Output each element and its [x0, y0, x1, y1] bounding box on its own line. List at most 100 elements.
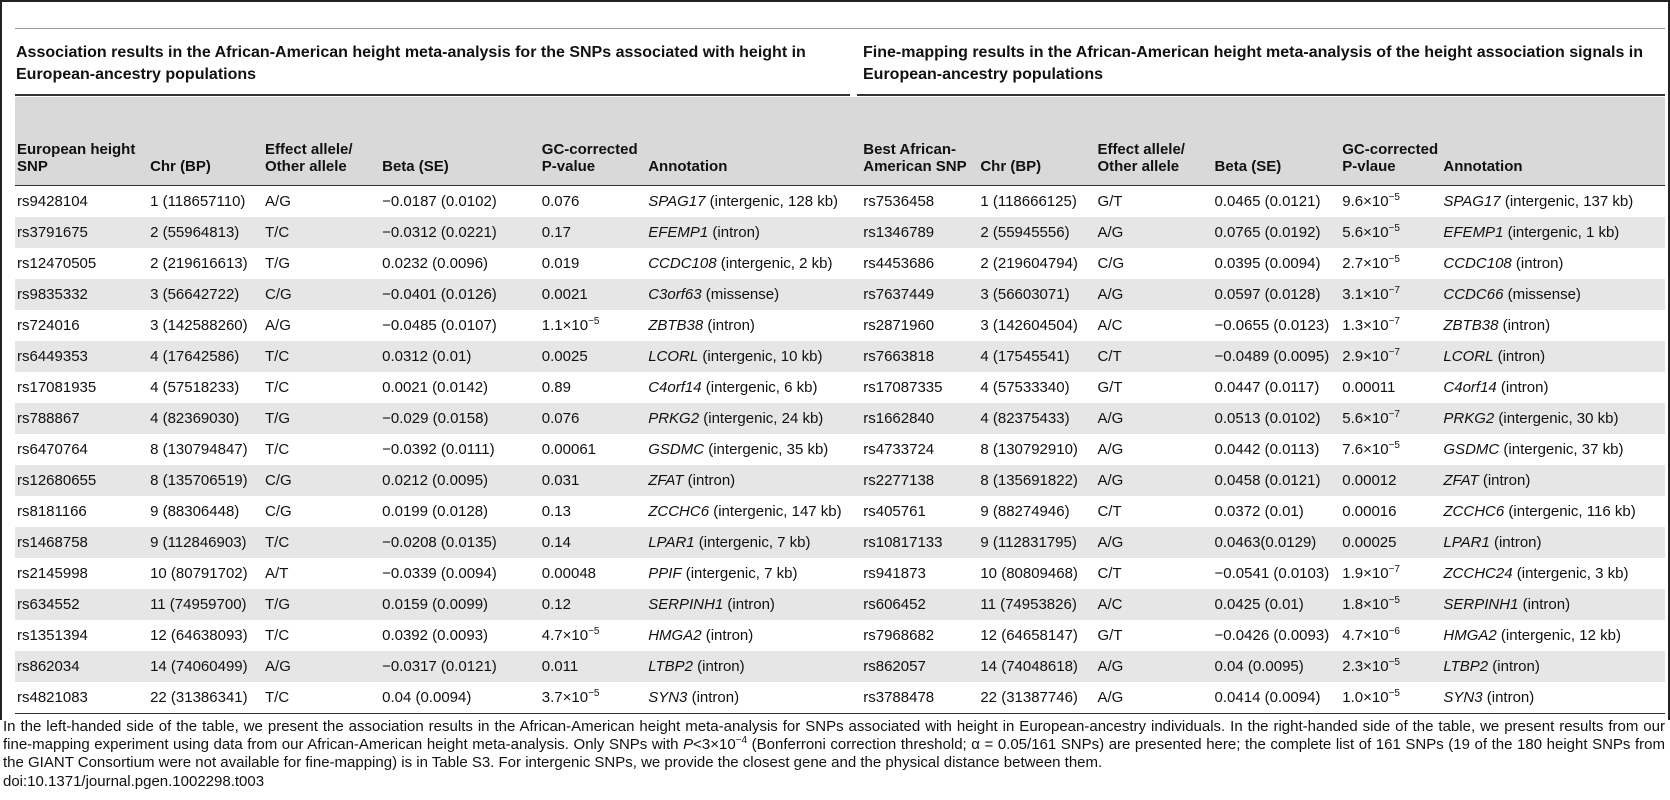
right-beta-cell: 0.0513 (0.0102): [1212, 403, 1341, 434]
pvalue-mantissa: 4.7×10: [1342, 627, 1389, 644]
left-header-3: Beta (SE): [380, 97, 540, 186]
right-beta-cell: 0.0765 (0.0192): [1212, 217, 1341, 248]
pvalue-mantissa: 1.9×10: [1342, 565, 1389, 582]
right-pvalue-cell: 4.7×10−6: [1340, 620, 1441, 651]
pvalue-mantissa: 0.17: [541, 224, 571, 241]
right-annotation-cell: CCDC66 (missense): [1441, 279, 1665, 310]
left-pvalue-cell: 0.17: [539, 217, 647, 248]
right-pvalue-cell: 3.1×10−7: [1340, 279, 1442, 310]
right-header-2: Effect allele/ Other allele: [1095, 97, 1213, 186]
pvalue-mantissa: 0.00011: [1342, 379, 1396, 396]
right-beta-cell: −0.0489 (0.0095): [1212, 341, 1341, 372]
left-snp-cell: rs2145998: [17, 565, 88, 582]
doi-link[interactable]: doi:10.1371/journal.pgen.1002298.t003: [3, 773, 265, 790]
left-beta-cell: −0.0485 (0.0107): [382, 317, 497, 334]
gene-name: C4orf14: [1443, 379, 1497, 396]
gene-name: C3orf63: [648, 286, 702, 303]
right-beta-cell: 0.0465 (0.0121): [1214, 193, 1321, 210]
right-header-3: Beta (SE): [1212, 97, 1341, 186]
left-annotation-cell: ZFAT (intron): [646, 465, 862, 496]
left-annotation-cell: CCDC108 (intergenic, 2 kb): [646, 248, 861, 279]
right-annotation-cell: ZCCHC24 (intergenic, 3 kb): [1441, 558, 1665, 589]
table-row: rs9835332 3 (56642722) C/G −0.0401 (0.0126)…: [15, 279, 1665, 310]
left-snp-cell: rs9835332: [15, 279, 149, 310]
left-annotation-cell: ZCCHC6 (intergenic, 147 kb): [646, 496, 861, 527]
table-row: rs4821083 22 (31386341) T/C 0.04 (0.0094) 3.…: [15, 682, 1665, 714]
right-chr-cell: 3 (56603071): [978, 279, 1096, 310]
gene-name: CCDC108: [648, 255, 717, 272]
right-snp-cell: rs4733724: [863, 441, 935, 458]
footnote-text-3: (Bonferroni correction threshold; α = 0.…: [3, 736, 1665, 771]
right-chr-cell: 22 (31387746): [978, 682, 1096, 714]
left-annotation-cell: GSDMC (intergenic, 35 kb): [646, 434, 861, 465]
pvalue-mantissa: 1.8×10: [1342, 596, 1389, 613]
right-pvalue-cell: 1.8×10−5: [1340, 589, 1442, 620]
annotation-detail: (intron): [723, 596, 775, 613]
left-header-0: European height SNP: [15, 97, 149, 186]
pvalue-mantissa: 0.019: [541, 255, 580, 272]
left-chr-cell: 1 (118657110): [150, 193, 246, 210]
annotation-detail: (intergenic, 6 kb): [701, 379, 818, 396]
gene-name: LCORL: [1443, 348, 1494, 365]
right-annotation-cell: HMGA2 (intergenic, 12 kb): [1441, 620, 1665, 651]
left-beta-cell: 0.0159 (0.0099): [380, 589, 540, 620]
left-snp-cell: rs8181166: [17, 503, 87, 520]
gene-name: C4orf14: [648, 379, 702, 396]
annotation-detail: (intron): [1488, 658, 1540, 675]
pvalue-mantissa: 2.3×10: [1342, 658, 1389, 675]
table-row: rs6449353 4 (17642586) T/C 0.0312 (0.01) 0.0…: [15, 341, 1665, 372]
left-snp-cell: rs862034: [15, 651, 149, 682]
right-annotation-cell: SPAG17 (intergenic, 137 kb): [1441, 186, 1665, 218]
right-beta-cell: −0.0655 (0.0123): [1214, 317, 1330, 334]
right-allele-cell: A/G: [1097, 441, 1124, 458]
left-beta-cell: −0.0312 (0.0221): [380, 217, 540, 248]
annotation-detail: (intergenic, 10 kb): [698, 348, 823, 365]
table-row: rs724016 3 (142588260) A/G −0.0485 (0.0107)…: [15, 310, 1665, 341]
left-beta-cell: 0.0212 (0.0095): [380, 465, 540, 496]
right-beta-cell: 0.0414 (0.0094): [1212, 682, 1341, 714]
left-annotation-cell: EFEMP1 (intron): [646, 217, 862, 248]
pvalue-exponent: −5: [588, 688, 600, 699]
left-snp-cell: rs4821083: [15, 682, 149, 714]
right-snp-cell: rs3788478: [861, 682, 979, 714]
left-beta-cell: 0.0232 (0.0096): [382, 255, 489, 272]
right-beta-cell: 0.0442 (0.0113): [1214, 441, 1320, 458]
right-allele-cell: A/G: [1095, 465, 1213, 496]
right-snp-cell: rs7968682: [863, 627, 935, 644]
annotation-detail: (intron): [692, 658, 745, 675]
gene-name: ZBTB38: [1443, 317, 1499, 334]
left-pvalue-cell: 0.076: [540, 186, 646, 218]
left-beta-cell: 0.04 (0.0094): [380, 682, 540, 714]
right-snp-cell: rs7536458: [863, 193, 935, 210]
left-header-2: Effect allele/ Other allele: [263, 97, 381, 186]
annotation-detail: (intergenic, 12 kb): [1496, 627, 1621, 644]
gene-name: ZFAT: [1443, 472, 1479, 489]
left-allele-cell: A/G: [265, 193, 291, 210]
left-header-1: Chr (BP): [148, 97, 264, 186]
annotation-detail: (intron): [1489, 534, 1542, 551]
right-pvalue-cell: 2.7×10−5: [1340, 248, 1441, 279]
right-pvalue-cell: 0.00011: [1340, 372, 1441, 403]
annotation-detail: (intergenic, 30 kb): [1494, 410, 1619, 427]
right-snp-cell: rs7637449: [861, 279, 979, 310]
right-allele-cell: A/C: [1095, 589, 1213, 620]
footnote-text-2: <3×10: [693, 736, 736, 753]
right-allele-cell: G/T: [1097, 379, 1123, 396]
right-chr-cell: 11 (74953826): [978, 589, 1096, 620]
left-chr-cell: 8 (130794847): [150, 441, 248, 458]
annotation-detail: (intron): [708, 224, 760, 241]
left-chr-cell: 9 (88306448): [150, 503, 240, 520]
gene-name: SYN3: [1443, 689, 1483, 706]
annotation-detail: (intergenic, 137 kb): [1500, 193, 1634, 210]
right-chr-cell: 4 (57533340): [980, 379, 1070, 396]
gene-name: ZFAT: [648, 472, 684, 489]
left-snp-cell: rs3791675: [15, 217, 149, 248]
left-allele-cell: C/G: [263, 279, 381, 310]
pvalue-mantissa: 1.0×10: [1342, 689, 1389, 706]
left-header-4: GC-corrected P-value: [539, 97, 647, 186]
left-beta-cell: 0.0392 (0.0093): [382, 627, 489, 644]
left-allele-cell: T/G: [265, 255, 291, 272]
annotation-detail: (intron): [1498, 317, 1551, 334]
right-annotation-cell: EFEMP1 (intergenic, 1 kb): [1441, 217, 1665, 248]
pvalue-exponent: −5: [1388, 223, 1400, 234]
